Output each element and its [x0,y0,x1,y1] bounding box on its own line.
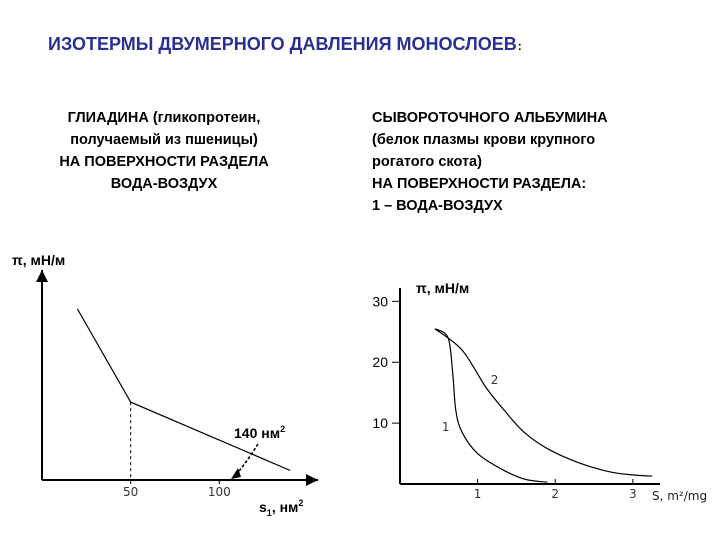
gliadin-caption-line3: НА ПОВЕРХНОСТИ РАЗДЕЛА [59,154,269,170]
right-y-axis-label: π, мН/м [416,280,469,296]
left-x-ticks: 50 100 [123,480,231,499]
gliadin-isotherm-line [76,308,291,472]
albumin-curve-label-1: 1 [442,420,450,434]
annotation-sup: 2 [280,424,285,434]
right-x-ticks: 1 2 3 [474,479,637,501]
albumin-caption-line5: 1 – ВОДА-ВОЗДУХ [372,198,503,214]
albumin-caption: СЫВОРОТОЧНОГО АЛЬБУМИНА (белок плазмы кр… [372,107,718,215]
left-x-tick-label-1: 100 [208,485,231,499]
albumin-caption-line1: СЫВОРОТОЧНОГО АЛЬБУМИНА [372,110,608,126]
annotation-140: 140 нм2 [231,424,285,479]
albumin-caption-line4: НА ПОВЕРХНОСТИ РАЗДЕЛА: [372,176,587,192]
left-x-label-sup: 2 [298,498,303,508]
gliadin-caption-line1: ГЛИАДИНА (гликопротеин, [67,110,261,126]
right-x-axis-label: S, m²/mg [652,489,707,503]
albumin-caption-line2: (белок плазмы крови крупного [372,132,596,148]
right-y-tick-label-1: 20 [372,354,388,370]
right-x-tick-label-1: 2 [551,487,559,501]
left-y-axis-arrow [36,270,48,282]
albumin-caption-line3: рогатого скота) [372,154,482,170]
right-y-tick-label-0: 10 [372,415,388,431]
title-colon: : [517,39,522,53]
left-x-label-sub: 1 [267,508,272,518]
left-x-label-s: s [259,499,267,515]
left-x-label-unit: , нм [272,499,299,515]
right-y-tick-label-2: 30 [372,293,388,309]
albumin-isotherm-lines: 12 [434,328,653,483]
right-x-tick-label-0: 1 [474,487,482,501]
title-text: ИЗОТЕРМЫ ДВУМЕРНОГО ДАВЛЕНИЯ МОНОСЛОЕВ [48,34,517,54]
left-y-axis-label: π, мН/м [12,252,65,268]
page-title: ИЗОТЕРМЫ ДВУМЕРНОГО ДАВЛЕНИЯ МОНОСЛОЕВ: [48,34,522,55]
annotation-label: 140 нм2 [234,424,285,441]
right-x-tick-label-2: 3 [629,487,637,501]
gliadin-caption: ГЛИАДИНА (гликопротеин, получаемый из пш… [14,107,314,195]
left-x-axis-label: s1, нм2 [259,498,303,518]
albumin-curve-label-2: 2 [491,373,499,387]
albumin-curve-2 [434,328,653,477]
gliadin-chart: π, мН/м 50 100 140 нм2 s1, нм2 [12,252,318,518]
left-x-tick-label-0: 50 [123,485,138,499]
gliadin-caption-line4: ВОДА-ВОЗДУХ [110,176,218,192]
albumin-curve-1 [434,328,548,483]
gliadin-caption-line2: получаемый из пшеницы) [70,132,258,148]
annotation-arrowhead [231,468,241,479]
right-y-ticks: 10 20 30 [372,293,400,431]
left-x-axis-arrow [306,474,318,486]
annotation-value: 140 нм [234,425,280,441]
